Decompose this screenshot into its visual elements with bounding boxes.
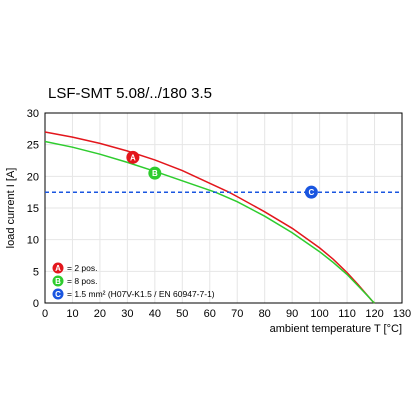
legend-dot bbox=[52, 262, 64, 274]
marker-dot bbox=[148, 166, 162, 180]
legend-item-c: C = 1.5 mm² (H07V-K1.5 / EN 60947-7-1) bbox=[52, 288, 215, 300]
x-tick-label: 70 bbox=[231, 308, 243, 320]
legend-label: = 2 pos. bbox=[67, 263, 97, 273]
x-tick-label: 110 bbox=[338, 308, 356, 320]
y-tick-label: 10 bbox=[27, 235, 39, 247]
legend-item-a: A = 2 pos. bbox=[52, 262, 97, 274]
chart-title: LSF-SMT 5.08/../180 3.5 bbox=[48, 85, 212, 102]
marker-c: C bbox=[304, 185, 318, 199]
x-tick-labels: 0 10 20 30 40 50 60 70 80 90 100 110 120 130 bbox=[42, 308, 411, 320]
legend-dot bbox=[52, 275, 64, 287]
x-tick-label: 90 bbox=[286, 308, 298, 320]
x-tick-label: 80 bbox=[259, 308, 271, 320]
x-tick-label: 120 bbox=[365, 308, 383, 320]
marker-letter: A bbox=[130, 153, 136, 162]
x-tick-label: 30 bbox=[121, 308, 133, 320]
y-tick-label: 5 bbox=[33, 266, 39, 278]
marker-letter: C bbox=[308, 188, 314, 197]
marker-a: A bbox=[126, 150, 140, 164]
x-tick-label: 50 bbox=[176, 308, 188, 320]
x-tick-label: 0 bbox=[42, 308, 48, 320]
legend-letter: B bbox=[55, 277, 61, 286]
y-tick-label: 25 bbox=[27, 140, 39, 152]
x-tick-label: 10 bbox=[66, 308, 78, 320]
y-tick-labels: 0 5 10 15 20 25 30 bbox=[27, 108, 39, 310]
marker-letter: B bbox=[152, 169, 158, 178]
series-markers: A B C bbox=[126, 150, 318, 199]
y-tick-label: 30 bbox=[27, 108, 39, 120]
marker-dot bbox=[304, 185, 318, 199]
marker-dot bbox=[126, 150, 140, 164]
plot-frame bbox=[44, 112, 403, 304]
legend-letter: A bbox=[55, 264, 61, 273]
y-tick-label: 15 bbox=[27, 203, 39, 215]
series-line-b bbox=[44, 140, 376, 304]
x-tick-label: 20 bbox=[94, 308, 106, 320]
y-tick-label: 0 bbox=[33, 298, 39, 310]
x-tick-label: 60 bbox=[204, 308, 216, 320]
legend-letter: C bbox=[55, 290, 61, 299]
legend-label: = 8 pos. bbox=[67, 276, 97, 286]
legend-label: = 1.5 mm² (H07V-K1.5 / EN 60947-7-1) bbox=[67, 289, 215, 299]
y-tick-label: 20 bbox=[27, 171, 39, 183]
x-tick-label: 130 bbox=[393, 308, 411, 320]
legend: A = 2 pos. B = 8 pos. C = 1.5 mm² (H07V-K1.5 … bbox=[52, 262, 215, 300]
x-axis-label: ambient temperature T [°C] bbox=[270, 323, 402, 335]
legend-dot bbox=[52, 288, 64, 300]
legend-item-b: B = 8 pos. bbox=[52, 275, 97, 287]
marker-b: B bbox=[148, 166, 162, 180]
y-axis-label: load current I [A] bbox=[5, 168, 17, 249]
x-tick-label: 40 bbox=[149, 308, 161, 320]
series-lines bbox=[44, 131, 402, 304]
x-tick-label: 100 bbox=[310, 308, 328, 320]
